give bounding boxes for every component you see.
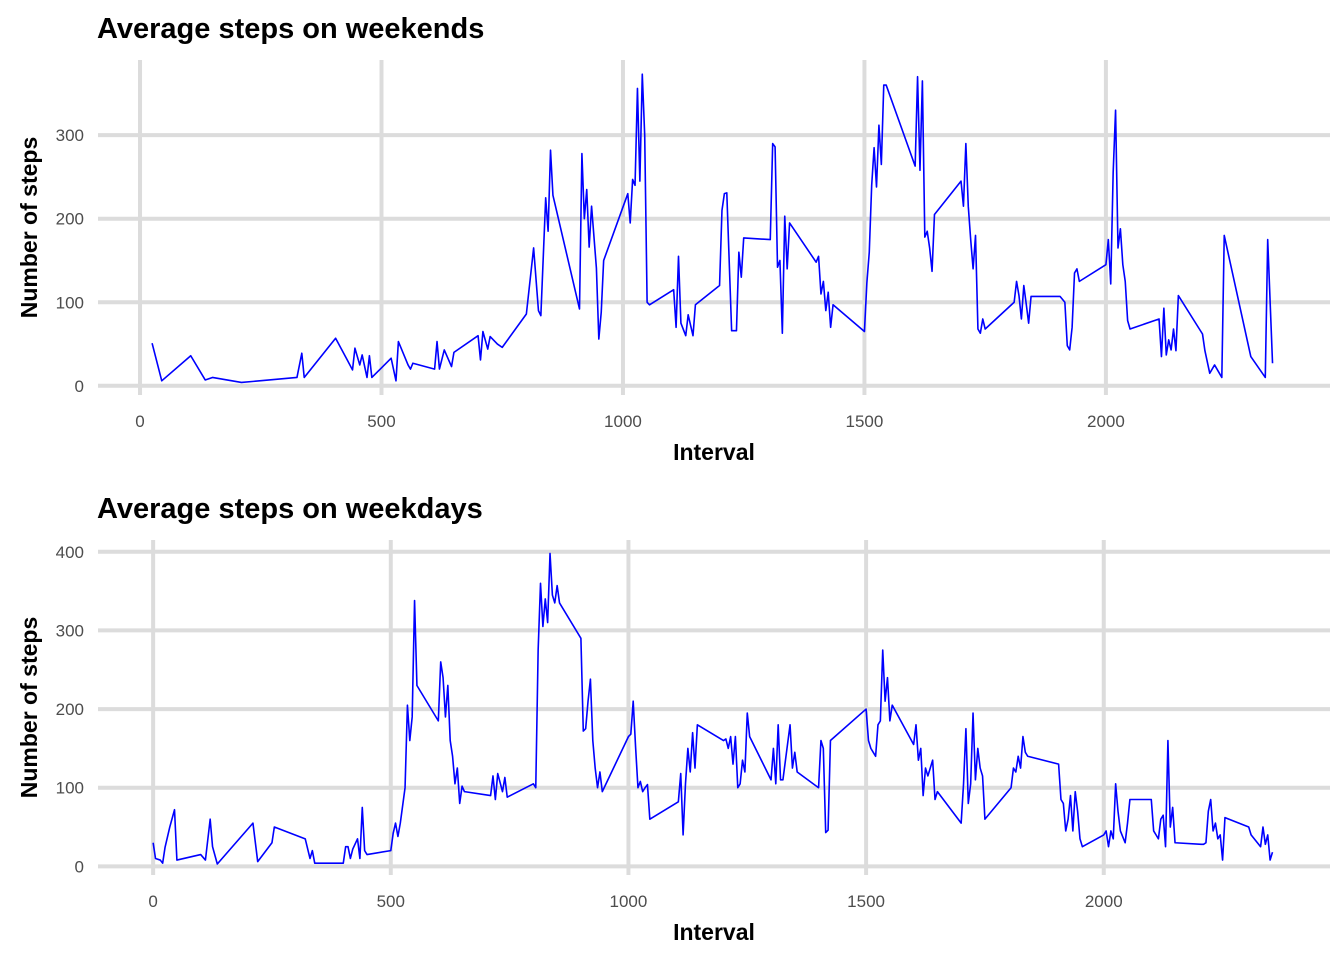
y-tick-label: 300 (56, 126, 84, 145)
y-tick-label: 0 (75, 377, 84, 396)
y-tick-label: 300 (56, 621, 84, 640)
y-tick-label: 200 (56, 210, 84, 229)
data-line (151, 73, 1274, 384)
data-line (152, 552, 1274, 865)
x-tick-label: 2000 (1087, 412, 1125, 431)
y-axis-title: Number of steps (16, 617, 42, 798)
chart-title: Average steps on weekends (97, 13, 484, 45)
chart-title: Average steps on weekdays (97, 493, 483, 525)
x-tick-label: 2000 (1085, 892, 1123, 911)
x-axis-title: Interval (673, 439, 755, 465)
y-tick-label: 100 (56, 779, 84, 798)
y-tick-label: 100 (56, 293, 84, 312)
x-tick-label: 500 (377, 892, 405, 911)
x-tick-label: 1000 (604, 412, 642, 431)
x-tick-label: 500 (367, 412, 395, 431)
x-tick-label: 0 (135, 412, 144, 431)
x-axis-title: Interval (673, 919, 755, 945)
x-tick-label: 1000 (610, 892, 648, 911)
y-tick-label: 0 (75, 857, 84, 876)
y-tick-label: 200 (56, 700, 84, 719)
x-tick-label: 0 (148, 892, 157, 911)
x-tick-label: 1500 (847, 892, 885, 911)
y-tick-label: 400 (56, 543, 84, 562)
y-axis-title: Number of steps (16, 137, 42, 318)
x-tick-label: 1500 (846, 412, 884, 431)
